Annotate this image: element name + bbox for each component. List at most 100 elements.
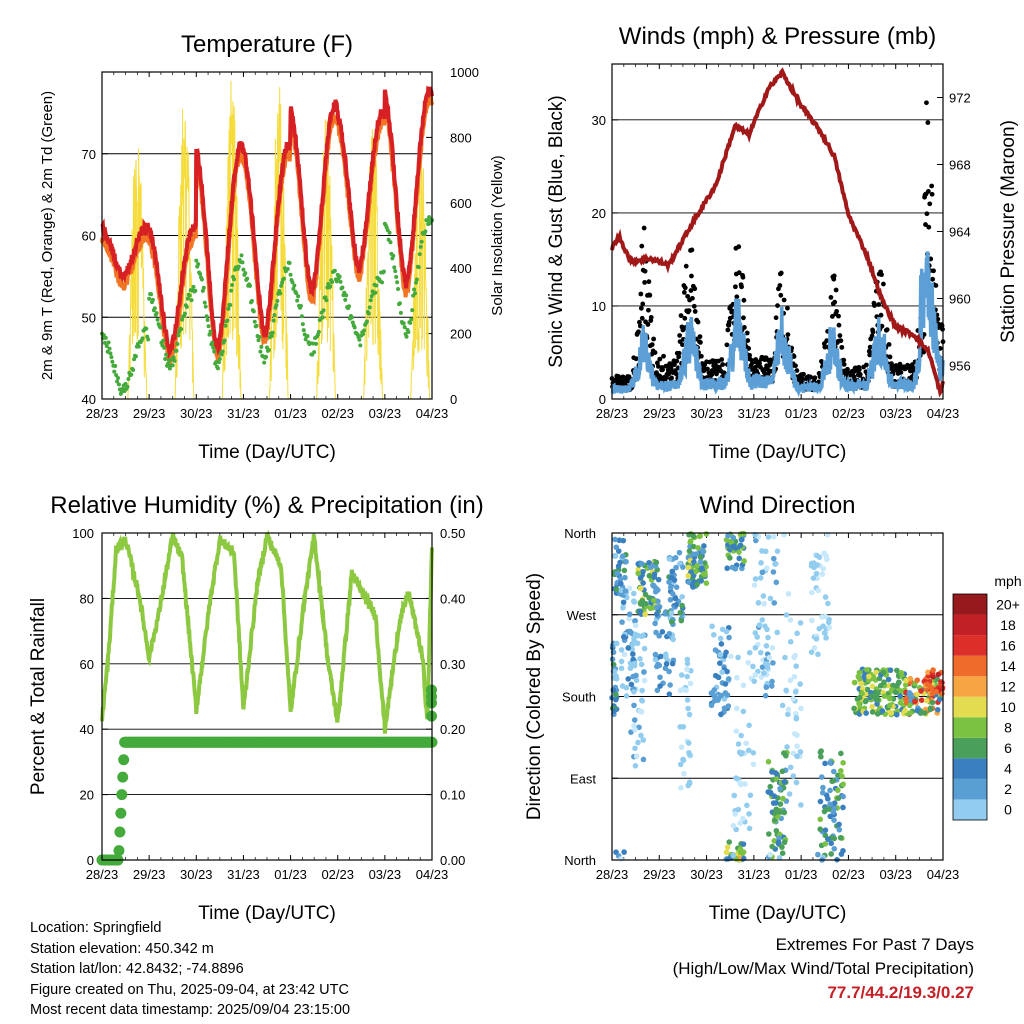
dewpoint-point <box>154 311 159 316</box>
gust-point <box>686 308 692 313</box>
direction-point <box>826 624 833 631</box>
direction-point <box>906 702 913 709</box>
dewpoint-point <box>223 323 228 328</box>
direction-point <box>650 583 657 589</box>
x-tick-label: 28/23 <box>86 867 119 882</box>
y-tick-label: 100 <box>72 526 94 541</box>
direction-point <box>666 556 673 562</box>
direction-point <box>696 533 703 540</box>
precip-point <box>116 789 128 801</box>
direction-point <box>822 827 829 833</box>
direction-point <box>679 602 685 609</box>
direction-point <box>638 709 645 715</box>
y-tick-label: 20 <box>592 206 606 221</box>
direction-point <box>725 703 732 709</box>
dewpoint-point <box>205 318 210 323</box>
dewpoint-point <box>176 333 181 338</box>
direction-point <box>738 732 744 739</box>
direction-point <box>745 747 752 754</box>
direction-point <box>717 635 724 642</box>
direction-point <box>887 667 894 673</box>
x-tick-label: 31/23 <box>227 406 260 421</box>
gust-point <box>683 263 689 269</box>
dewpoint-point <box>257 335 262 340</box>
dewpoint-point <box>362 328 367 333</box>
direction-point <box>631 702 637 709</box>
direction-point <box>640 737 647 743</box>
gust-point <box>647 292 653 298</box>
dewpoint-point <box>146 337 151 342</box>
direction-point <box>752 645 759 651</box>
dewpoint-point <box>226 306 231 311</box>
dewpoint-point <box>316 329 321 334</box>
direction-point <box>914 677 921 683</box>
gust-point <box>742 325 747 330</box>
direction-point <box>618 647 625 653</box>
dewpoint-point <box>395 280 400 285</box>
gust-point <box>937 346 943 351</box>
direction-point <box>770 660 776 666</box>
gust-point <box>923 222 928 227</box>
direction-point <box>758 560 764 566</box>
direction-point <box>655 661 661 668</box>
dewpoint-point <box>305 334 310 339</box>
direction-point <box>724 844 731 850</box>
direction-point <box>780 795 786 802</box>
direction-point <box>681 770 687 777</box>
precip-point <box>115 807 127 819</box>
plot-frame <box>101 532 433 861</box>
direction-point <box>635 632 641 639</box>
dewpoint-point <box>343 297 348 302</box>
y2-tick-label: 0 <box>450 392 457 407</box>
direction-point <box>737 779 743 786</box>
direction-point <box>719 669 725 675</box>
dewpoint-point <box>214 360 219 365</box>
direction-point <box>677 687 684 694</box>
gust-point <box>777 283 783 288</box>
direction-point <box>890 682 896 689</box>
y-tick-label: West <box>567 608 597 623</box>
dewpoint-point <box>358 343 363 348</box>
dewpoint-point <box>321 308 326 313</box>
direction-point <box>632 622 639 629</box>
gust-point <box>741 297 747 303</box>
dewpoint-point <box>236 264 241 269</box>
direction-point <box>662 665 669 672</box>
direction-point <box>671 577 678 583</box>
direction-point <box>642 591 649 598</box>
direction-point <box>717 660 723 666</box>
direction-point <box>785 591 792 597</box>
dewpoint-point <box>259 344 264 349</box>
direction-point <box>815 851 821 858</box>
gust-point <box>778 292 784 298</box>
dewpoint-point <box>112 369 117 374</box>
direction-point <box>653 559 660 566</box>
direction-point <box>762 692 769 699</box>
direction-point <box>798 705 804 712</box>
y-tick-label: 60 <box>80 657 94 672</box>
direction-point <box>776 835 782 842</box>
direction-point <box>840 760 846 766</box>
direction-point <box>765 758 772 765</box>
direction-point <box>613 586 620 593</box>
direction-point <box>794 743 800 749</box>
dewpoint-point <box>328 284 333 289</box>
direction-point <box>772 770 779 776</box>
direction-point <box>762 548 769 555</box>
direction-point <box>760 593 767 599</box>
gust-point <box>832 299 838 305</box>
direction-point <box>635 570 642 577</box>
dewpoint-point <box>380 280 385 285</box>
direction-point <box>831 835 838 842</box>
direction-point <box>794 732 800 739</box>
gust-point <box>661 353 666 359</box>
dewpoint-point <box>245 276 250 281</box>
x-tick-label: 30/23 <box>690 406 723 421</box>
gust-point <box>838 338 844 344</box>
direction-point <box>934 706 941 713</box>
direction-point <box>765 634 771 641</box>
extremes-box: Extremes For Past 7 Days (High/Low/Max W… <box>673 933 974 1005</box>
gust-point <box>839 344 845 350</box>
gust-point <box>831 273 837 279</box>
direction-point <box>676 549 683 556</box>
